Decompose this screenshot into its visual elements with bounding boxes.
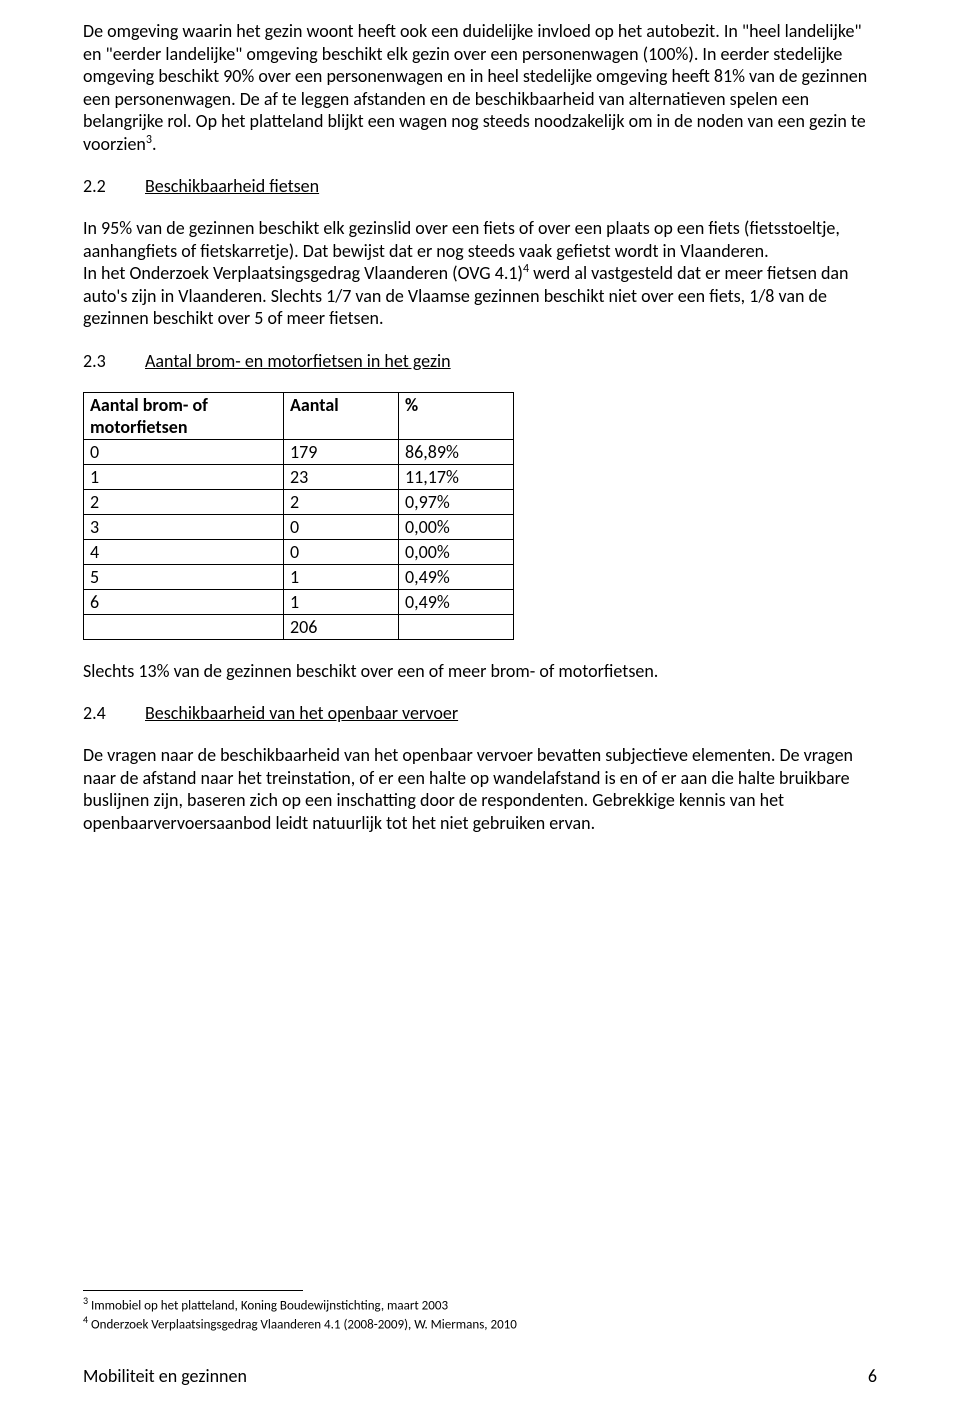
table-row: 610,49% [84,589,514,614]
footnotes: 3 Immobiel op het platteland, Koning Bou… [83,1295,877,1334]
table-row: 220,97% [84,489,514,514]
table-row: 300,00% [84,514,514,539]
table-header-cell: Aantal [284,392,399,439]
footnote-3-text: Immobiel op het platteland, Koning Boude… [88,1298,448,1313]
table-cell: 0,97% [399,489,514,514]
table-cell: 206 [284,614,399,639]
fietsen-paragraph: In 95% van de gezinnen beschikt elk gezi… [83,217,877,330]
footer-page-number: 6 [868,1365,877,1387]
ov-paragraph: De vragen naar de beschikbaarheid van he… [83,744,877,834]
section-2-2-title: Beschikbaarheid fietsen [145,175,319,197]
footnote-4-text: Onderzoek Verplaatsingsgedrag Vlaanderen… [88,1318,517,1333]
table-row: 12311,17% [84,464,514,489]
table-cell: 0 [84,439,284,464]
table-cell: 3 [84,514,284,539]
table-row: 206 [84,614,514,639]
table-header-row: Aantal brom- of motorfietsenAantal% [84,392,514,439]
intro-text: De omgeving waarin het gezin woont heeft… [83,20,867,155]
footnote-separator [83,1290,303,1291]
table-cell: 0 [284,514,399,539]
table-cell: 11,17% [399,464,514,489]
table-cell: 4 [84,539,284,564]
footnote-3: 3 Immobiel op het platteland, Koning Bou… [83,1295,877,1315]
table-cell: 6 [84,589,284,614]
section-2-4-heading: 2.4Beschikbaarheid van het openbaar verv… [83,702,877,724]
table-cell: 1 [284,589,399,614]
table-cell: 0,00% [399,539,514,564]
table-cell: 0,00% [399,514,514,539]
table-cell: 0,49% [399,564,514,589]
table-row: 510,49% [84,564,514,589]
table-cell: 5 [84,564,284,589]
table-cell: 1 [284,564,399,589]
fietsen-text-2a: In het Onderzoek Verplaatsingsgedrag Vla… [83,262,523,284]
section-2-3-title: Aantal brom- en motorfietsen in het gezi… [145,350,451,372]
section-2-4-number: 2.4 [83,702,145,724]
footnote-block: 3 Immobiel op het platteland, Koning Bou… [83,1290,877,1334]
table-header-cell: Aantal brom- of motorfietsen [84,392,284,439]
table-cell: 1 [84,464,284,489]
page-footer: Mobiliteit en gezinnen 6 [83,1365,877,1387]
intro-tail: . [152,133,157,155]
table-row: 400,00% [84,539,514,564]
table-cell: 179 [284,439,399,464]
table-cell: 0,49% [399,589,514,614]
table-cell: 2 [84,489,284,514]
table-cell: 86,89% [399,439,514,464]
table-cell: 2 [284,489,399,514]
table-cell [84,614,284,639]
section-2-2-heading: 2.2Beschikbaarheid fietsen [83,175,877,197]
table-header-cell: % [399,392,514,439]
table-cell: 0 [284,539,399,564]
section-2-4-title: Beschikbaarheid van het openbaar vervoer [145,702,458,724]
brom-after-paragraph: Slechts 13% van de gezinnen beschikt ove… [83,660,877,683]
section-2-2-number: 2.2 [83,175,145,197]
section-2-3-heading: 2.3Aantal brom- en motorfietsen in het g… [83,350,877,372]
footnote-4: 4 Onderzoek Verplaatsingsgedrag Vlaander… [83,1314,877,1334]
intro-paragraph: De omgeving waarin het gezin woont heeft… [83,20,877,155]
table-row: 017986,89% [84,439,514,464]
fietsen-text-1: In 95% van de gezinnen beschikt elk gezi… [83,217,840,262]
footer-left: Mobiliteit en gezinnen [83,1365,247,1387]
brom-motorfietsen-table: Aantal brom- of motorfietsenAantal%01798… [83,392,514,640]
section-2-3-number: 2.3 [83,350,145,372]
table-cell: 23 [284,464,399,489]
table-cell [399,614,514,639]
